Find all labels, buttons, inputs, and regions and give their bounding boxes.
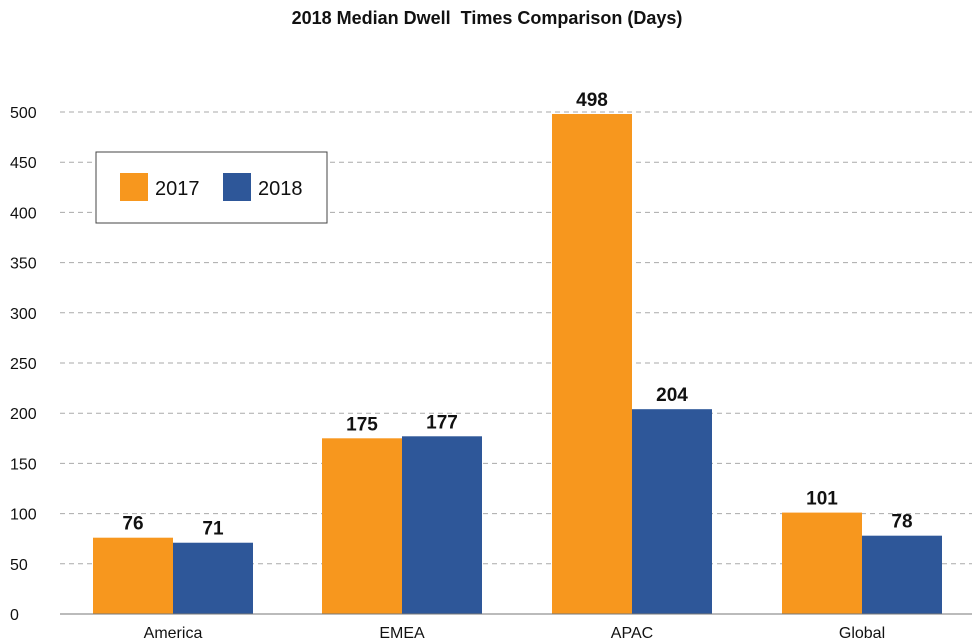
y-tick-label: 400: [10, 205, 37, 222]
data-label-america-2018: 71: [202, 519, 224, 540]
y-tick-label: 100: [10, 507, 37, 524]
bar-global-2018: [862, 535, 942, 614]
y-tick-label: 350: [10, 256, 37, 273]
data-label-apac-2018: 204: [656, 385, 688, 406]
legend: 2017 2018: [95, 151, 328, 224]
x-tick-label-apac: APAC: [611, 625, 653, 642]
y-tick-label: 200: [10, 406, 37, 423]
legend-swatch-2017: [120, 173, 148, 201]
y-tick-label: 150: [10, 456, 37, 473]
y-tick-label: 50: [10, 557, 28, 574]
y-axis-ticks: 0 50 100 150 200 250 300 350 400 450 500: [10, 105, 37, 624]
data-labels: 76 71 175 177 498 204 101 78: [122, 90, 912, 540]
legend-label-2017: 2017: [155, 178, 200, 200]
bar-emea-2017: [322, 438, 402, 614]
data-label-america-2017: 76: [122, 514, 143, 535]
bar-apac-2017: [552, 114, 632, 615]
data-label-apac-2017: 498: [576, 90, 608, 111]
y-tick-label: 0: [10, 607, 19, 624]
data-label-global-2017: 101: [806, 489, 838, 510]
y-tick-label: 500: [10, 105, 37, 122]
legend-label-2018: 2018: [258, 178, 303, 200]
bar-global-2017: [782, 512, 862, 614]
chart-title: 2018 Median Dwell Times Comparison (Days…: [291, 8, 683, 28]
bars: [93, 114, 942, 615]
data-label-emea-2017: 175: [346, 414, 378, 435]
x-axis-labels: America EMEA APAC Global: [144, 625, 885, 642]
data-label-emea-2018: 177: [426, 412, 458, 433]
x-tick-label-emea: EMEA: [379, 625, 425, 642]
bar-america-2018: [173, 542, 253, 614]
data-label-global-2018: 78: [891, 512, 912, 533]
legend-swatch-2018: [223, 173, 251, 201]
y-tick-label: 300: [10, 306, 37, 323]
x-tick-label-global: Global: [839, 625, 885, 642]
y-tick-label: 250: [10, 356, 37, 373]
x-tick-label-america: America: [144, 625, 203, 642]
bar-apac-2018: [632, 409, 712, 614]
bar-emea-2018: [402, 436, 482, 614]
bar-america-2017: [93, 537, 173, 614]
y-tick-label: 450: [10, 155, 37, 172]
